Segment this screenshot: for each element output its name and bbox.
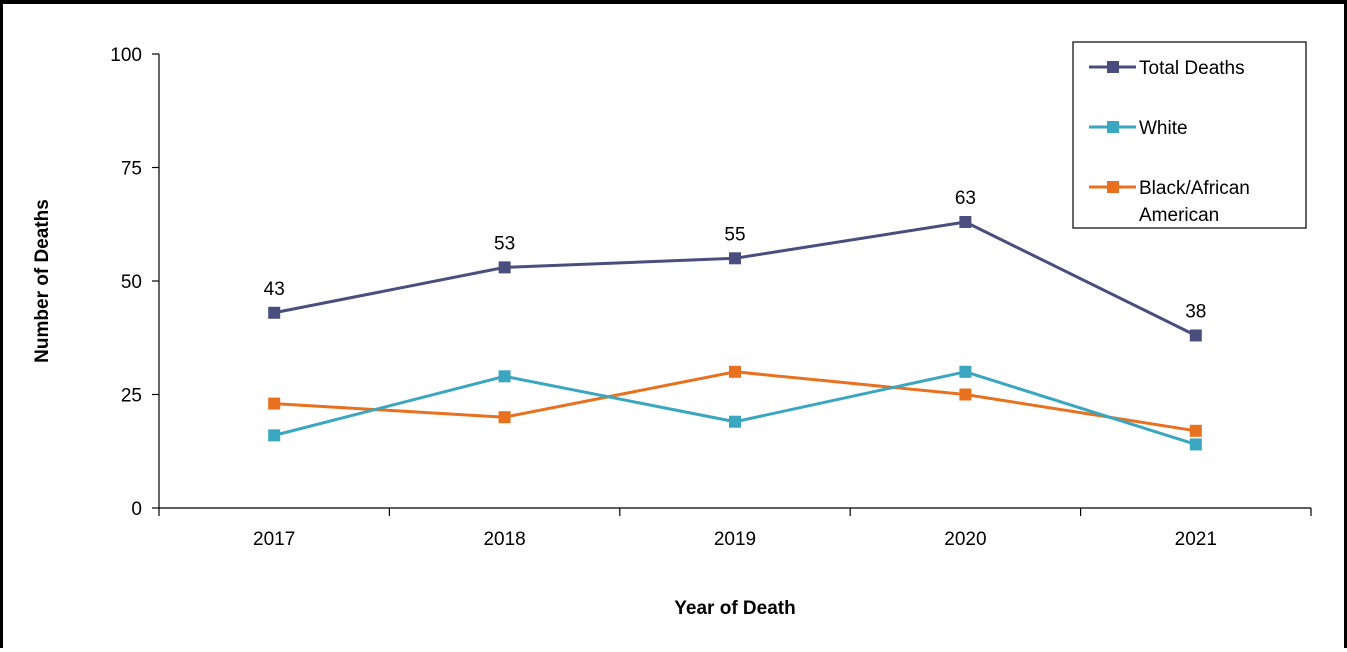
data-point-black-african-american — [729, 365, 741, 378]
data-point-white — [729, 415, 741, 428]
legend-label-white: White — [1139, 118, 1188, 139]
legend-label-total-deaths: Total Deaths — [1139, 58, 1245, 79]
legend-marker-black-african-american — [1107, 181, 1119, 193]
x-tick-label: 2018 — [483, 529, 525, 550]
data-label: 55 — [724, 224, 745, 245]
y-tick-label: 50 — [121, 272, 142, 293]
data-point-total-deaths — [268, 306, 281, 319]
data-point-black-african-american — [959, 388, 972, 401]
data-labels-layer: 43 53 55 63 38 — [264, 188, 1207, 323]
data-point-total-deaths — [498, 261, 511, 274]
x-tick-label: 2017 — [253, 529, 295, 550]
x-axis-title: Year of Death — [674, 598, 795, 619]
data-point-black-african-american — [498, 411, 511, 424]
data-point-white — [268, 429, 281, 442]
data-point-total-deaths — [959, 215, 972, 228]
x-tick-label: 2021 — [1175, 529, 1217, 550]
data-label: 38 — [1185, 301, 1206, 322]
data-point-white — [1189, 438, 1202, 451]
data-label: 53 — [494, 233, 515, 254]
data-point-total-deaths — [1189, 329, 1202, 342]
legend-marker-total-deaths — [1107, 61, 1119, 73]
data-point-black-african-american — [1189, 424, 1202, 437]
data-label: 63 — [955, 188, 976, 209]
y-tick-label: 75 — [121, 159, 142, 180]
y-axis-ticks: 0 25 50 75 100 — [110, 45, 159, 520]
y-tick-label: 0 — [131, 499, 142, 520]
x-axis-ticks: 2017 2018 2019 2020 2021 — [158, 508, 1312, 550]
y-axis-title: Number of Deaths — [32, 199, 53, 363]
line-chart: 0 25 50 75 100 2017 2018 2019 2020 2021 43 53 55 63… — [32, 41, 1312, 619]
x-tick-label: 2019 — [714, 529, 756, 550]
legend-label-black-african-american: Black/African American — [1139, 178, 1250, 226]
y-tick-label: 25 — [121, 386, 142, 407]
y-tick-label: 100 — [110, 45, 142, 66]
legend-marker-white — [1107, 121, 1119, 133]
data-point-white — [498, 370, 511, 383]
legend: Total Deaths White Black/African American — [1072, 41, 1307, 229]
data-point-black-african-american — [268, 397, 281, 410]
data-point-white — [959, 365, 972, 378]
data-label: 43 — [264, 279, 285, 300]
data-point-total-deaths — [729, 252, 741, 265]
series-layer — [268, 215, 1202, 451]
x-tick-label: 2020 — [944, 529, 986, 550]
